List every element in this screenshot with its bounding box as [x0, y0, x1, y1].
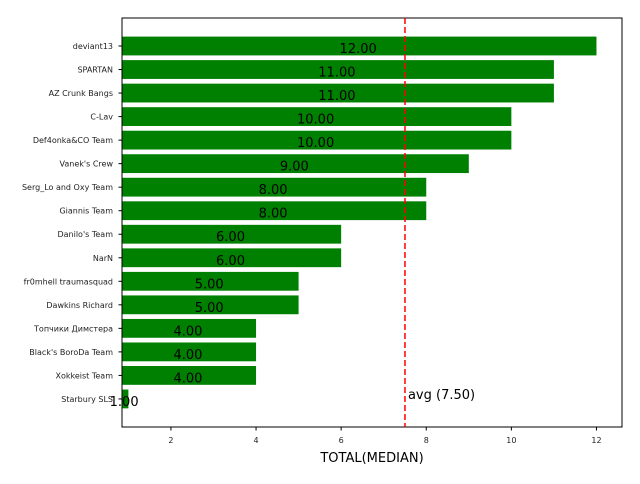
- x-tick-label: 8: [424, 436, 429, 445]
- bar: [122, 60, 554, 79]
- bar: [122, 224, 342, 244]
- plot-frame: [121, 17, 623, 428]
- y-tick-label: Black's BoroDa Team: [29, 348, 113, 357]
- bar-value-label: 8.00: [259, 207, 288, 222]
- bar-value-label: 10.00: [297, 136, 334, 151]
- bar: [122, 318, 257, 338]
- y-tick-label: Def4onka&CO Team: [33, 136, 113, 145]
- average-label: avg (7.50): [408, 388, 475, 403]
- bar: [122, 36, 597, 56]
- x-axis-label: TOTAL(MEDIAN): [319, 451, 423, 466]
- bar: [122, 177, 427, 197]
- bar: [122, 389, 129, 409]
- bar-value-label: 9.00: [280, 160, 309, 175]
- y-tick-label: Dawkins Richard: [46, 301, 113, 310]
- bar-value-label: 6.00: [216, 230, 245, 245]
- bar: [122, 248, 342, 268]
- y-tick-label: AZ Crunk Bangs: [49, 89, 113, 98]
- bar: [122, 107, 512, 126]
- y-tick-label: Danilo's Team: [57, 230, 113, 239]
- bar: [122, 366, 257, 385]
- y-tick-label: Serg_Lo and Oxy Team: [22, 183, 113, 192]
- x-tick-label: 10: [506, 436, 516, 445]
- bar-value-label: 12.00: [340, 42, 377, 57]
- bar-value-label: 1.00: [110, 395, 139, 410]
- y-tick-label: Starbury SLS: [61, 395, 113, 404]
- y-tick-label: Xokkeist Team: [56, 371, 114, 380]
- bar: [122, 342, 257, 362]
- y-tick-label: deviant13: [73, 42, 113, 51]
- bar-value-label: 5.00: [195, 277, 224, 292]
- x-tick-label: 6: [339, 436, 344, 445]
- bar-value-label: 4.00: [173, 348, 202, 363]
- x-tick-label: 4: [253, 436, 258, 445]
- y-tick-label: SPARTAN: [77, 66, 113, 75]
- y-tick-label: fr0mhell traumasquad: [24, 277, 113, 286]
- bar: [122, 271, 299, 291]
- bar-value-label: 6.00: [216, 254, 245, 269]
- y-tick-label: Giannis Team: [59, 207, 113, 216]
- bar-value-label: 4.00: [173, 371, 202, 386]
- bar-value-label: 11.00: [318, 89, 355, 104]
- bar: [122, 83, 554, 103]
- x-tick-label: 2: [168, 436, 173, 445]
- bar: [122, 201, 427, 221]
- y-tick-label: C-Lav: [90, 113, 113, 122]
- x-tick-label: 12: [591, 436, 601, 445]
- bar-value-label: 10.00: [297, 113, 334, 128]
- bar-value-label: 4.00: [173, 324, 202, 339]
- bar: [122, 130, 512, 150]
- y-tick-label: NarN: [93, 254, 113, 263]
- bar-value-label: 8.00: [259, 183, 288, 198]
- bar: [122, 154, 469, 174]
- y-tick-label: Топчики Димстера: [33, 324, 113, 333]
- bar-value-label: 5.00: [195, 301, 224, 316]
- bar-value-label: 11.00: [318, 66, 355, 81]
- bar: [122, 295, 299, 315]
- y-tick-label: Vanek's Crew: [60, 160, 114, 169]
